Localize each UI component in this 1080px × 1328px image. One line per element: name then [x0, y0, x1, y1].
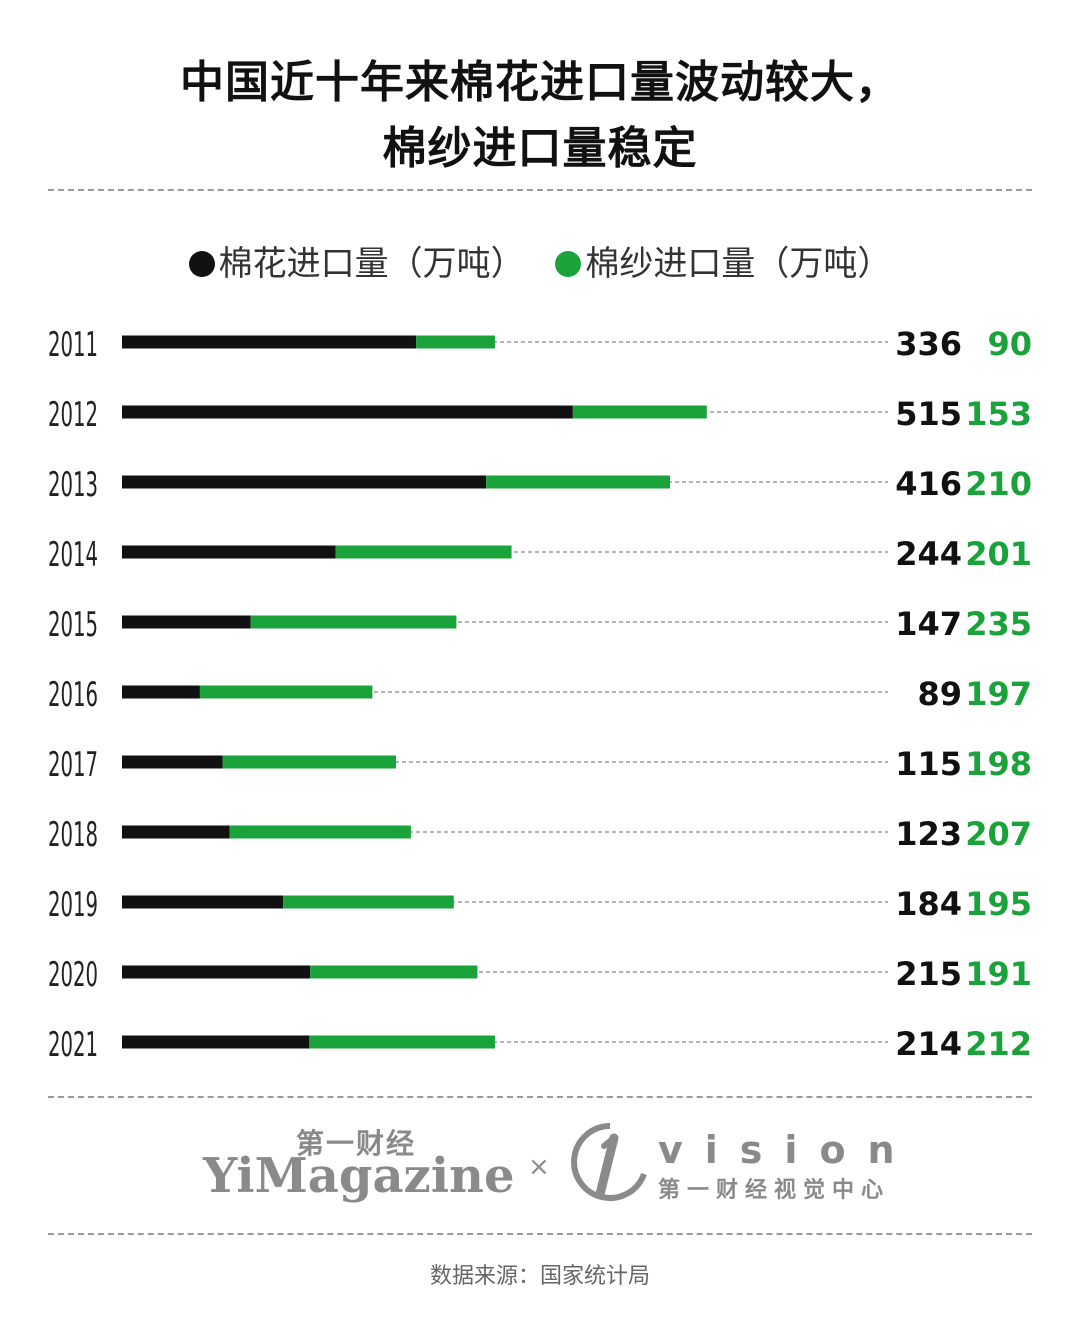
- value-label-yarn: 198: [965, 745, 1032, 783]
- year-label: 2021: [48, 1025, 98, 1065]
- value-label-cotton: 115: [895, 745, 962, 783]
- value-label-yarn: 90: [987, 325, 1032, 363]
- year-label: 2013: [48, 465, 98, 505]
- year-label: 2016: [48, 675, 98, 715]
- brand-vision-text: vision: [658, 1128, 917, 1172]
- year-label: 2012: [48, 395, 98, 435]
- value-label-yarn: 195: [965, 885, 1032, 923]
- year-label: 2020: [48, 955, 98, 995]
- value-label-cotton: 336: [895, 325, 962, 363]
- legend-label-yarn: 棉纱进口量（万吨）: [585, 244, 892, 284]
- bar-cotton: [122, 825, 230, 839]
- value-label-cotton: 416: [895, 465, 962, 503]
- bar-yarn: [309, 1035, 495, 1049]
- bar-yarn: [229, 825, 411, 839]
- year-label: 2014: [48, 535, 98, 575]
- bar-yarn: [416, 335, 495, 349]
- value-label-cotton: 123: [895, 815, 962, 853]
- bar-cotton: [122, 545, 336, 559]
- bar-yarn: [335, 545, 512, 559]
- value-label-yarn: 210: [965, 465, 1032, 503]
- bar-yarn: [283, 895, 454, 909]
- legend-swatch-yarn: [555, 251, 582, 277]
- legend-item-cotton: 棉花进口量（万吨）: [188, 236, 525, 285]
- value-label-cotton: 214: [895, 1025, 962, 1063]
- bar-yarn: [486, 475, 671, 489]
- year-label: 2019: [48, 885, 98, 925]
- legend: 棉花进口量（万吨） 棉纱进口量（万吨）: [0, 236, 1080, 285]
- bar-yarn: [310, 965, 478, 979]
- value-label-cotton: 184: [895, 885, 962, 923]
- bar-cotton: [122, 895, 284, 909]
- bar-cotton: [122, 1035, 310, 1049]
- year-label: 2011: [48, 325, 98, 365]
- bar-yarn: [572, 405, 707, 419]
- year-label: 2017: [48, 745, 98, 785]
- bar-chart: 2011 336 90 2012 515 153 2013 416 210 2014 244 201 2…: [48, 325, 1032, 1065]
- brand-times-sign: ×: [528, 1152, 550, 1182]
- value-label-yarn: 212: [965, 1025, 1032, 1063]
- bar-cotton: [122, 685, 200, 699]
- value-label-yarn: 197: [965, 675, 1032, 713]
- year-label: 2018: [48, 815, 98, 855]
- bar-cotton: [122, 335, 417, 349]
- bottom-divider: [48, 1233, 1032, 1235]
- bar-cotton: [122, 615, 251, 629]
- legend-item-yarn: 棉纱进口量（万吨）: [555, 236, 891, 285]
- bar-cotton: [122, 405, 573, 419]
- middle-divider: [48, 1096, 1032, 1098]
- data-source: 数据来源：国家统计局: [429, 1264, 650, 1289]
- value-label-yarn: 191: [965, 955, 1032, 993]
- bar-yarn: [222, 755, 397, 769]
- brand-footer: 第一财经 YiMagazine × vision 第一财经视觉中心: [0, 1110, 1080, 1220]
- value-label-cotton: 515: [895, 395, 962, 433]
- vision-logo-icon: [571, 1123, 647, 1201]
- bar-yarn: [199, 685, 373, 699]
- bar-cotton: [122, 755, 223, 769]
- bar-yarn: [250, 615, 457, 629]
- legend-label-cotton: 棉花进口量（万吨）: [218, 244, 525, 284]
- value-label-cotton: 215: [895, 955, 962, 993]
- value-label-cotton: 147: [895, 605, 962, 643]
- year-label: 2015: [48, 605, 98, 645]
- value-label-cotton: 244: [895, 535, 962, 573]
- value-label-yarn: 235: [965, 605, 1032, 643]
- top-divider: [48, 189, 1032, 191]
- chart-title-line1: 中国近十年来棉花进口量波动较大，: [180, 57, 900, 108]
- brand-cn-name: 第一财经: [296, 1127, 417, 1160]
- brand-vision-cn: 第一财经视觉中心: [658, 1178, 891, 1203]
- value-label-cotton: 89: [917, 675, 962, 713]
- bar-cotton: [122, 965, 311, 979]
- legend-swatch-cotton: [188, 251, 215, 277]
- brand-yimagazine-logo: YiMagazine: [203, 1148, 515, 1204]
- value-label-yarn: 207: [965, 815, 1032, 853]
- value-label-yarn: 153: [965, 395, 1032, 433]
- chart-title-line2: 棉纱进口量稳定: [382, 123, 698, 174]
- value-label-yarn: 201: [965, 535, 1032, 573]
- bar-cotton: [122, 475, 487, 489]
